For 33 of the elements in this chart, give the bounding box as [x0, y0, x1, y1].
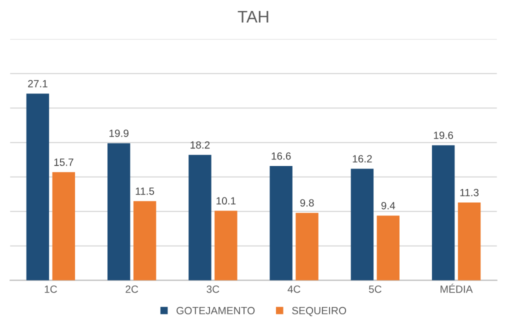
data-label: 11.5	[136, 188, 154, 195]
x-tick-label: MÉDIA	[440, 284, 473, 293]
data-label: 11.3	[460, 188, 479, 196]
x-tick-label: 5C	[368, 285, 382, 293]
bar	[107, 143, 130, 280]
legend-label: SEQUEIRO	[292, 306, 346, 316]
x-tick-label: 3C	[206, 285, 220, 293]
data-label: 16.2	[352, 155, 372, 162]
bar	[270, 166, 292, 280]
x-tick-label: 4C	[288, 285, 300, 293]
bar	[52, 172, 76, 280]
bar	[26, 94, 50, 280]
chart-title: TAH	[238, 10, 268, 22]
bar	[188, 154, 212, 280]
data-label: 16.6	[272, 152, 291, 160]
data-label: 15.7	[54, 158, 74, 166]
data-label: 19.9	[110, 130, 128, 137]
data-label: 9.8	[300, 199, 314, 207]
bar	[350, 168, 374, 280]
bar	[432, 145, 455, 280]
x-tick-label: 1C	[44, 285, 57, 293]
data-label: 10.1	[216, 197, 236, 205]
x-tick-label: 2C	[126, 285, 138, 293]
bar	[376, 216, 400, 280]
legend-label: GOTEJAMENTO	[176, 306, 255, 314]
data-label: 19.6	[434, 132, 453, 140]
data-label: 18.2	[190, 141, 210, 149]
bar	[296, 212, 318, 280]
data-label: 27.1	[28, 80, 48, 88]
bar	[458, 202, 481, 280]
bar	[133, 201, 156, 280]
data-label: 9.4	[381, 202, 396, 210]
bar	[214, 210, 238, 280]
